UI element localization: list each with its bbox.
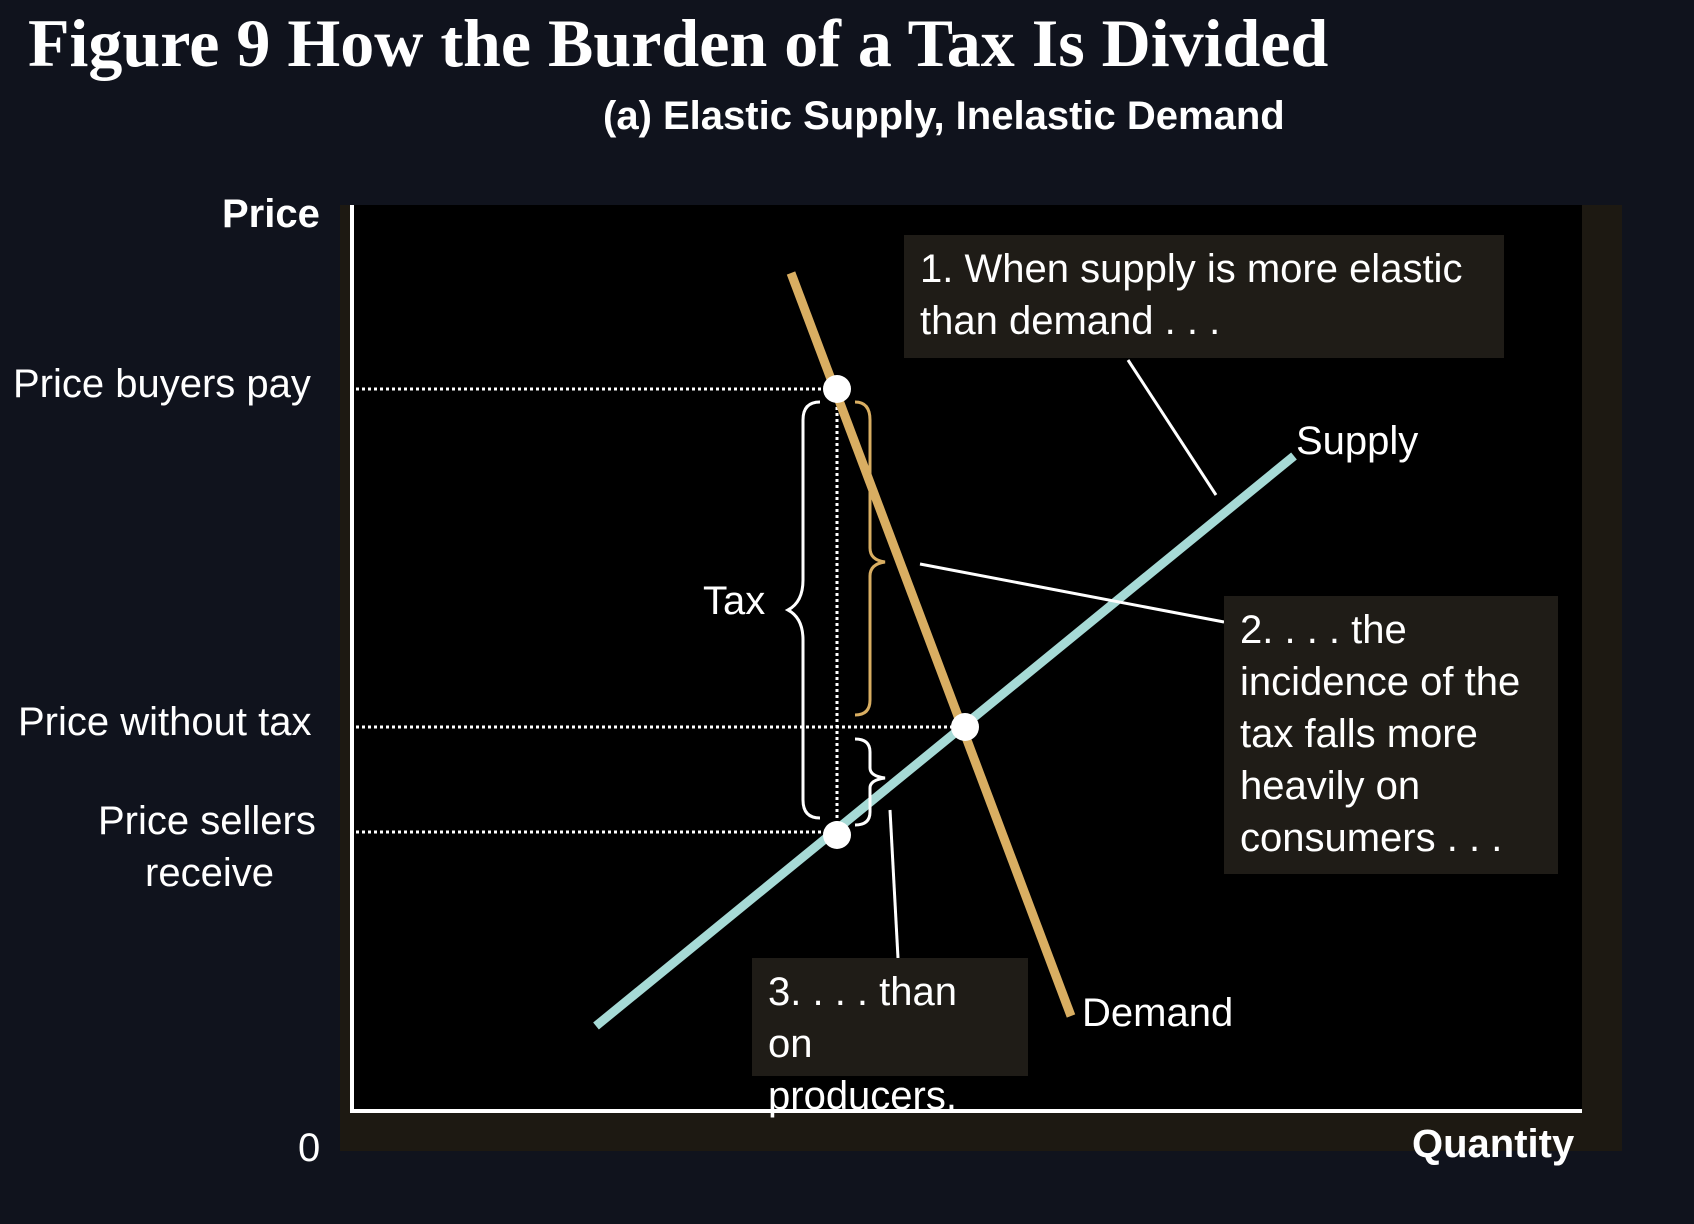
supply-label: Supply	[1296, 419, 1419, 463]
callout3-line2: on producers.	[768, 1022, 957, 1118]
demand-label: Demand	[1082, 991, 1234, 1035]
callout2-line4: heavily on	[1240, 764, 1421, 808]
y-axis-label: Price	[222, 192, 320, 236]
callout2-leader	[919, 562, 1225, 624]
supply-curve	[593, 452, 1297, 1030]
figure-subtitle: (a) Elastic Supply, Inelastic Demand	[603, 94, 1285, 138]
sellers-receive-point	[823, 821, 851, 849]
x-axis-label: Quantity	[1412, 1122, 1575, 1166]
price-buyers-pay-label: Price buyers pay	[13, 362, 311, 406]
price-without-tax-label: Price without tax	[18, 700, 312, 744]
callout3-line1: 3. . . . than	[768, 970, 958, 1014]
callout1-line2: than demand . . .	[920, 299, 1221, 343]
buyers-pay-point	[823, 375, 851, 403]
price-sellers-receive-label-2: receive	[145, 851, 274, 895]
callout-producers: 3. . . . than on producers.	[752, 958, 1028, 1118]
callout3-leader	[888, 809, 900, 959]
consumer-burden-brace	[854, 400, 886, 717]
tax-brace	[784, 400, 821, 820]
producer-burden-brace	[854, 737, 886, 827]
figure-title: Figure 9 How the Burden of a Tax Is Divi…	[28, 5, 1329, 81]
callout2-line3: tax falls more	[1240, 712, 1478, 756]
origin-label: 0	[298, 1126, 321, 1170]
callout1-leader	[1126, 359, 1218, 496]
callout2-line5: consumers . . .	[1240, 816, 1503, 860]
callout2-line1: 2. . . . the	[1240, 608, 1407, 652]
callout-supply-elastic: 1. When supply is more elastic than dema…	[904, 235, 1504, 358]
callout-incidence-consumers: 2. . . . the incidence of the tax falls …	[1224, 596, 1558, 874]
callout1-line1: 1. When supply is more elastic	[920, 247, 1463, 291]
price-sellers-receive-label-1: Price sellers	[98, 799, 316, 843]
callout2-line2: incidence of the	[1240, 660, 1521, 704]
equilibrium-point	[951, 713, 979, 741]
tax-label: Tax	[703, 579, 766, 623]
